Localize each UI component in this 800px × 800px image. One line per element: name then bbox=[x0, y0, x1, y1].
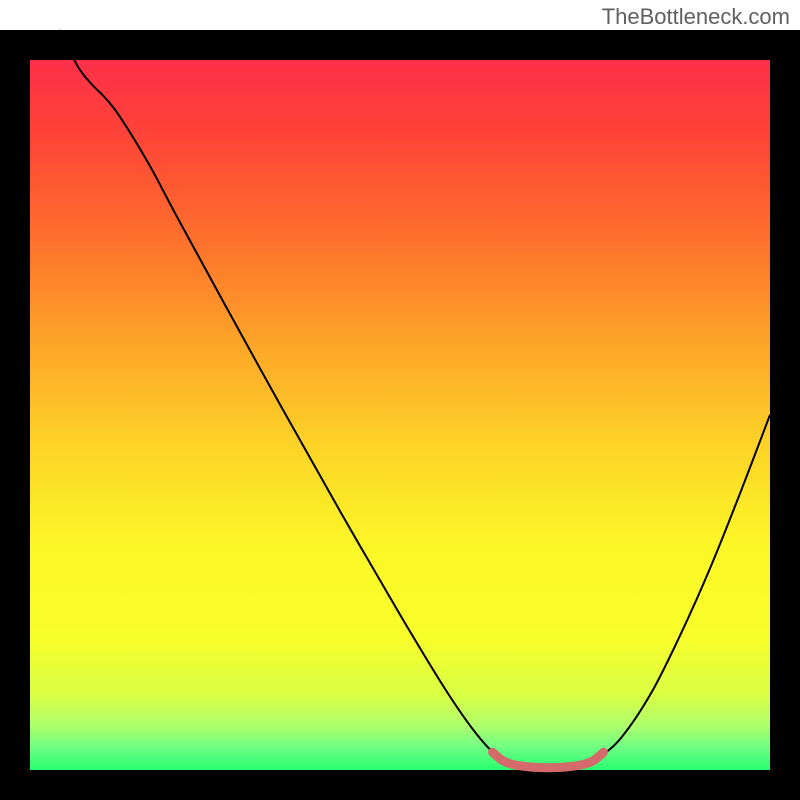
watermark-text: TheBottleneck.com bbox=[602, 4, 790, 30]
bottleneck-chart: TheBottleneck.com bbox=[0, 0, 800, 800]
chart-svg bbox=[0, 0, 800, 800]
gradient-background bbox=[30, 30, 770, 770]
